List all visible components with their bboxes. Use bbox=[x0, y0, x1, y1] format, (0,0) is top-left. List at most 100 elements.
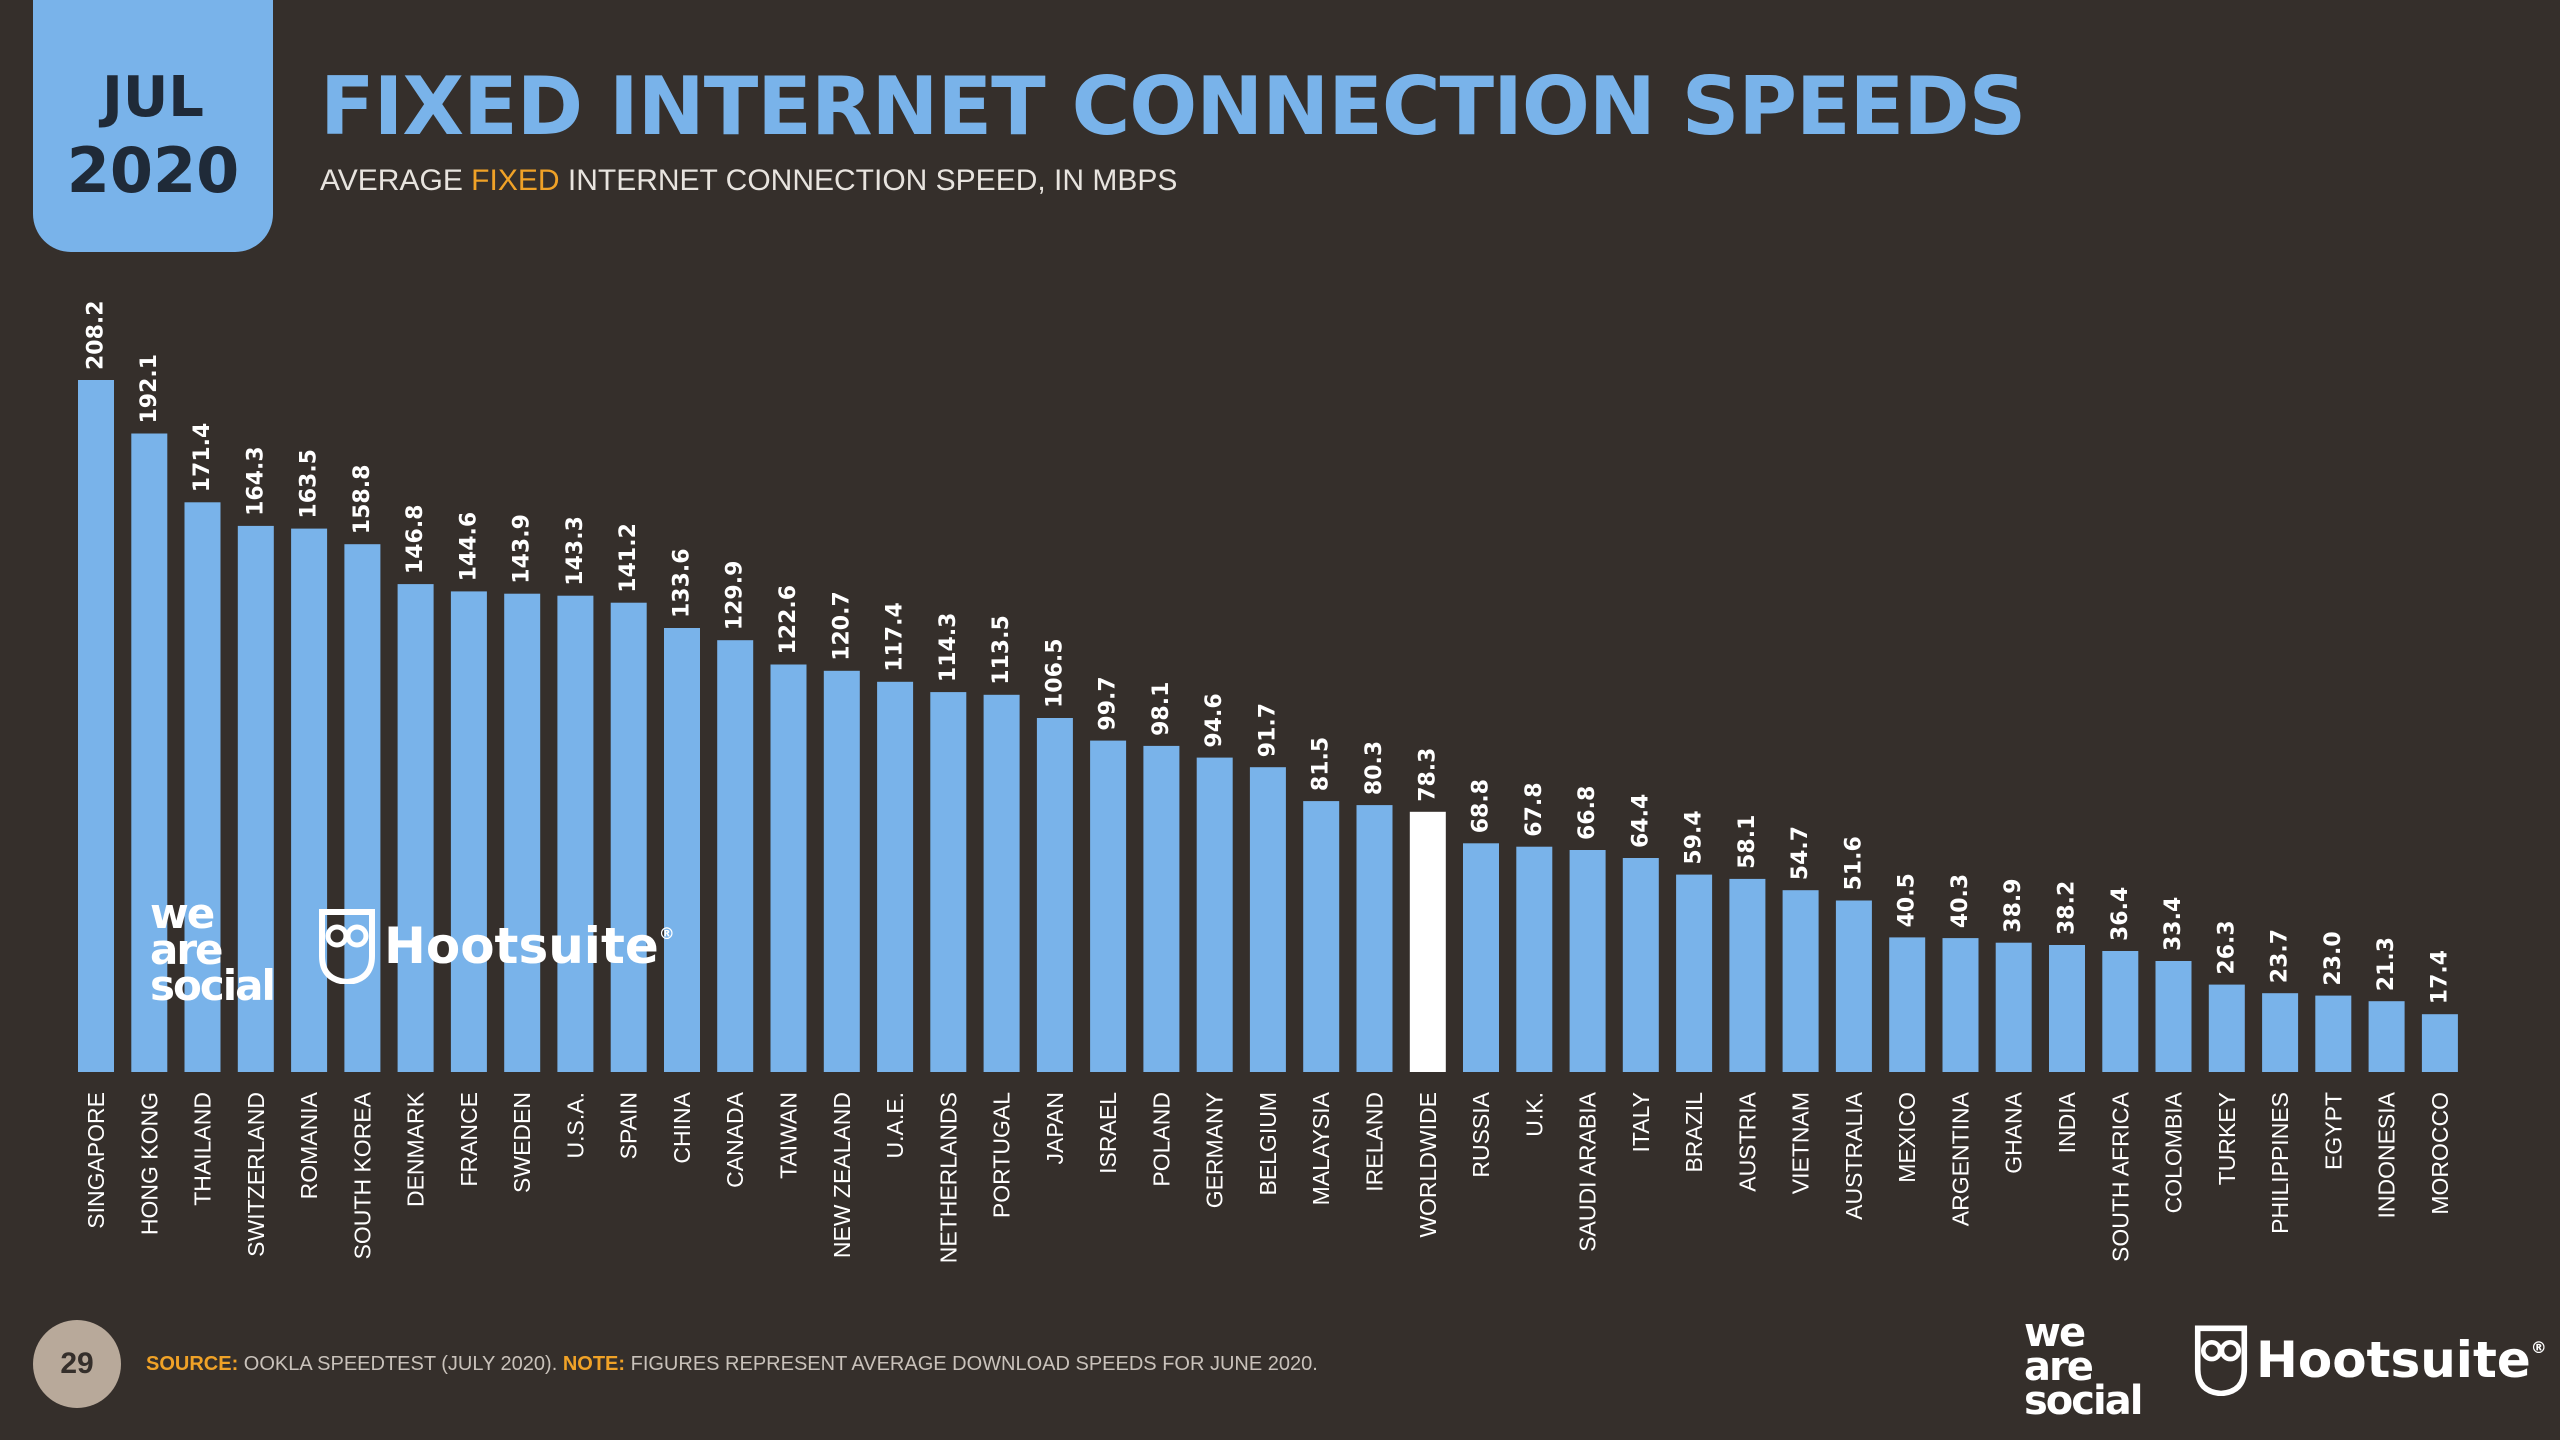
x-tick-label: PORTUGAL bbox=[989, 1092, 1015, 1218]
data-label: 163.5 bbox=[297, 449, 322, 519]
x-tick-label: AUSTRIA bbox=[1734, 1091, 1760, 1191]
bar-hong-kong bbox=[131, 433, 168, 1072]
hootsuite-logo: Hootsuite ® bbox=[318, 908, 675, 984]
x-tick-label: NEW ZEALAND bbox=[829, 1092, 855, 1258]
data-label: 80.3 bbox=[1362, 741, 1387, 795]
data-label: 141.2 bbox=[616, 523, 641, 593]
data-label: 117.4 bbox=[883, 602, 908, 672]
x-tick-label: BRAZIL bbox=[1681, 1092, 1707, 1173]
data-label: 23.0 bbox=[2321, 931, 2346, 985]
x-tick-label: ARGENTINA bbox=[1948, 1091, 1974, 1226]
data-label: 66.8 bbox=[1575, 786, 1600, 840]
x-tick-label: RUSSIA bbox=[1468, 1091, 1494, 1177]
footer-we-are-social-line1: we bbox=[2024, 1310, 2086, 1356]
data-label: 98.1 bbox=[1149, 682, 1174, 736]
page-number: 29 bbox=[33, 1320, 121, 1408]
footer-we-are-social-line2: are bbox=[2024, 1344, 2094, 1390]
x-tick-label: AUSTRALIA bbox=[1841, 1091, 1867, 1219]
bar-spain bbox=[610, 602, 647, 1072]
data-label: 40.5 bbox=[1895, 873, 1920, 927]
date-year: 2020 bbox=[66, 134, 240, 207]
note-label: NOTE: bbox=[562, 1353, 626, 1375]
we-are-social-line3: social bbox=[150, 961, 276, 1010]
x-tick-label: SINGAPORE bbox=[83, 1092, 109, 1229]
bar-u-s-a bbox=[557, 595, 594, 1072]
bar-switzerland bbox=[237, 525, 274, 1072]
data-label: 146.8 bbox=[403, 505, 428, 575]
x-tick-label: ROMANIA bbox=[296, 1091, 322, 1199]
we-are-social-line1: we bbox=[150, 889, 215, 938]
data-label: 158.8 bbox=[350, 465, 375, 535]
x-tick-label: CANADA bbox=[722, 1091, 748, 1188]
bar-u-a-e bbox=[877, 681, 914, 1072]
data-label: 59.4 bbox=[1682, 810, 1707, 864]
hootsuite-registered: ® bbox=[658, 924, 675, 943]
data-label: 106.5 bbox=[1042, 638, 1067, 708]
x-tick-label: INDIA bbox=[2054, 1091, 2080, 1153]
bar-italy bbox=[1622, 858, 1659, 1072]
x-tick-label: MOROCCO bbox=[2427, 1092, 2453, 1215]
footer-hootsuite-wordmark: Hootsuite bbox=[2256, 1331, 2531, 1389]
x-tick-label: MEXICO bbox=[1894, 1092, 1920, 1183]
x-tick-label: MALAYSIA bbox=[1308, 1091, 1334, 1205]
subtitle-post: INTERNET CONNECTION SPEED, IN MBPS bbox=[559, 164, 1178, 197]
bar-argentina bbox=[1942, 938, 1979, 1072]
footer-hootsuite-logo: Hootsuite ® bbox=[2194, 1322, 2547, 1398]
x-tick-label: GERMANY bbox=[1202, 1092, 1228, 1208]
x-tick-label: U.A.E. bbox=[882, 1092, 908, 1158]
bar-chart: 208.2 SINGAPORE 192.1 HONG KONG 171.4 THAILAN… bbox=[78, 300, 2458, 1263]
bar-brazil bbox=[1676, 874, 1713, 1072]
x-tick-label: SWITZERLAND bbox=[243, 1092, 269, 1257]
x-tick-label: SOUTH KOREA bbox=[349, 1091, 375, 1259]
x-tick-label: HONG KONG bbox=[136, 1092, 162, 1235]
x-tick-label: TAIWAN bbox=[776, 1092, 802, 1179]
x-tick-label: IRELAND bbox=[1362, 1092, 1388, 1192]
bar-worldwide bbox=[1409, 811, 1446, 1072]
bar-taiwan bbox=[770, 664, 807, 1072]
date-tab: JUL 2020 bbox=[33, 0, 273, 252]
footer-source: SOURCE: OOKLA SPEEDTEST (JULY 2020). NOT… bbox=[146, 1350, 1318, 1378]
bar-malaysia bbox=[1303, 801, 1340, 1072]
x-tick-label: ISRAEL bbox=[1095, 1092, 1121, 1174]
data-label: 129.9 bbox=[723, 561, 748, 631]
footer-we-are-social-line3: social bbox=[2024, 1378, 2143, 1424]
x-tick-label: SWEDEN bbox=[509, 1092, 535, 1193]
data-label: 120.7 bbox=[829, 591, 854, 661]
bar-australia bbox=[1835, 900, 1872, 1072]
page-subtitle: AVERAGE FIXED INTERNET CONNECTION SPEED,… bbox=[320, 164, 1177, 198]
x-tick-label: WORLDWIDE bbox=[1415, 1092, 1441, 1238]
x-tick-label: DENMARK bbox=[403, 1091, 429, 1207]
hootsuite-wordmark: Hootsuite bbox=[384, 917, 659, 975]
bar-austria bbox=[1729, 878, 1766, 1072]
bar-israel bbox=[1090, 740, 1127, 1072]
data-label: 91.7 bbox=[1255, 703, 1280, 757]
bar-poland bbox=[1143, 745, 1180, 1072]
data-label: 192.1 bbox=[137, 354, 162, 424]
data-label: 38.2 bbox=[2055, 881, 2080, 935]
data-label: 26.3 bbox=[2214, 920, 2239, 974]
bar-u-k bbox=[1516, 846, 1553, 1072]
bar-netherlands bbox=[930, 692, 967, 1072]
bar-vietnam bbox=[1782, 890, 1819, 1072]
data-label: 51.6 bbox=[1841, 836, 1866, 890]
x-tick-label: FRANCE bbox=[456, 1092, 482, 1187]
x-tick-label: SOUTH AFRICA bbox=[2107, 1091, 2133, 1262]
data-label: 21.3 bbox=[2374, 937, 2399, 991]
x-tick-label: EGYPT bbox=[2320, 1092, 2346, 1170]
bar-sweden bbox=[504, 593, 541, 1072]
bar-south-korea bbox=[344, 544, 381, 1072]
bar-mexico bbox=[1889, 937, 1926, 1072]
bar-new-zealand bbox=[823, 670, 860, 1072]
data-label: 17.4 bbox=[2427, 950, 2452, 1004]
page-title: FIXED INTERNET CONNECTION SPEEDS bbox=[320, 60, 2026, 153]
we-are-social-line2: are bbox=[150, 925, 224, 974]
bar-denmark bbox=[397, 584, 434, 1072]
data-label: 54.7 bbox=[1788, 826, 1813, 880]
x-tick-label: TURKEY bbox=[2214, 1092, 2240, 1185]
bar-egypt bbox=[2315, 995, 2352, 1072]
data-label: 36.4 bbox=[2108, 887, 2133, 941]
data-label: 144.6 bbox=[456, 512, 481, 582]
data-label: 40.3 bbox=[1948, 874, 1973, 928]
bar-indonesia bbox=[2368, 1001, 2405, 1072]
bar-japan bbox=[1036, 718, 1073, 1072]
